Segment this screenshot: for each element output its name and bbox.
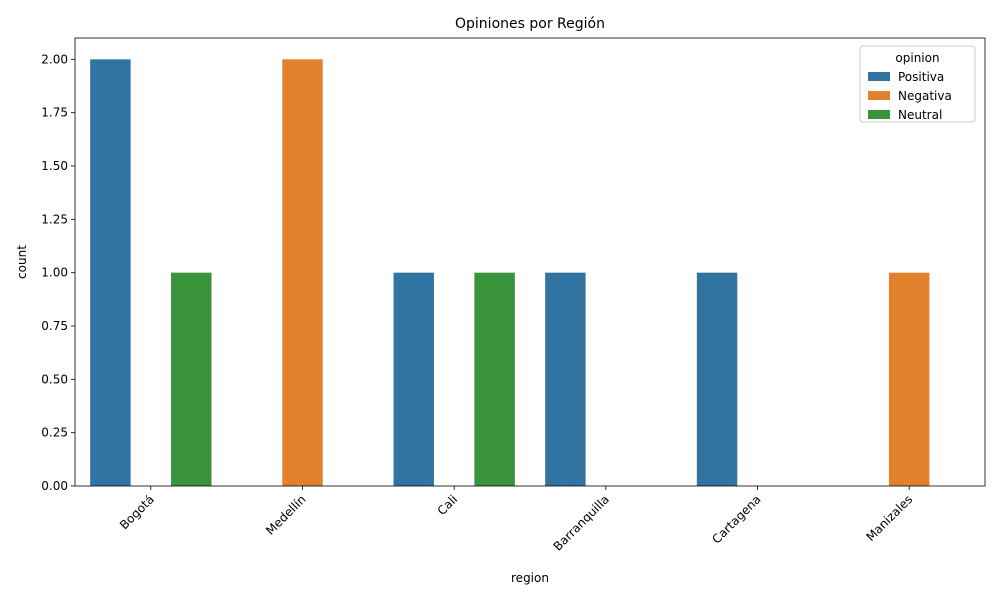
y-tick-label: 1.00: [41, 266, 68, 280]
legend-label-neutral: Neutral: [898, 108, 942, 122]
y-axis-label: count: [15, 245, 29, 279]
legend-label-positiva: Positiva: [898, 70, 944, 84]
y-tick-label: 0.75: [41, 319, 68, 333]
bar-positiva-2: [393, 272, 434, 486]
bar-neutral-2: [474, 272, 515, 486]
x-tick-label: Medellín: [263, 492, 308, 537]
y-tick-label: 0.00: [41, 479, 68, 493]
bar-positiva-3: [545, 272, 586, 486]
legend-swatch-neutral: [868, 110, 890, 119]
legend-swatch-positiva: [868, 72, 890, 81]
bar-negativa-1: [282, 59, 323, 486]
y-tick-label: 1.25: [41, 212, 68, 226]
y-tick-label: 1.75: [41, 106, 68, 120]
x-tick-label: Barranquilla: [551, 492, 612, 553]
y-tick-label: 0.50: [41, 372, 68, 386]
bar-positiva-0: [90, 59, 131, 486]
x-tick-label: Bogotá: [117, 492, 157, 532]
bar-negativa-5: [888, 272, 930, 486]
legend-box: [859, 45, 976, 123]
legend-label-negativa: Negativa: [898, 89, 952, 103]
chart-title: Opiniones por Región: [455, 16, 605, 32]
y-tick-label: 2.00: [41, 52, 68, 66]
plot-area: 0.00 0.25 0.50 0.75 1.00 1.25 1.50 1.75 2.00 Bogo…: [41, 37, 986, 554]
x-axis-label: region: [511, 571, 549, 585]
y-tick-label: 1.50: [41, 159, 68, 173]
legend-swatch-negativa: [868, 91, 890, 100]
bar-neutral-0: [171, 272, 212, 486]
x-tick-label: Manizales: [863, 492, 915, 544]
bar-positiva-4: [696, 272, 738, 486]
legend-title: opinion: [895, 51, 939, 65]
y-tick-label: 0.25: [41, 426, 68, 440]
x-tick-label: Cali: [435, 492, 461, 518]
legend: opinion Positiva Negativa Neutral: [859, 45, 976, 123]
x-tick-label: Cartagena: [709, 492, 763, 546]
axes-frame: [74, 37, 986, 487]
